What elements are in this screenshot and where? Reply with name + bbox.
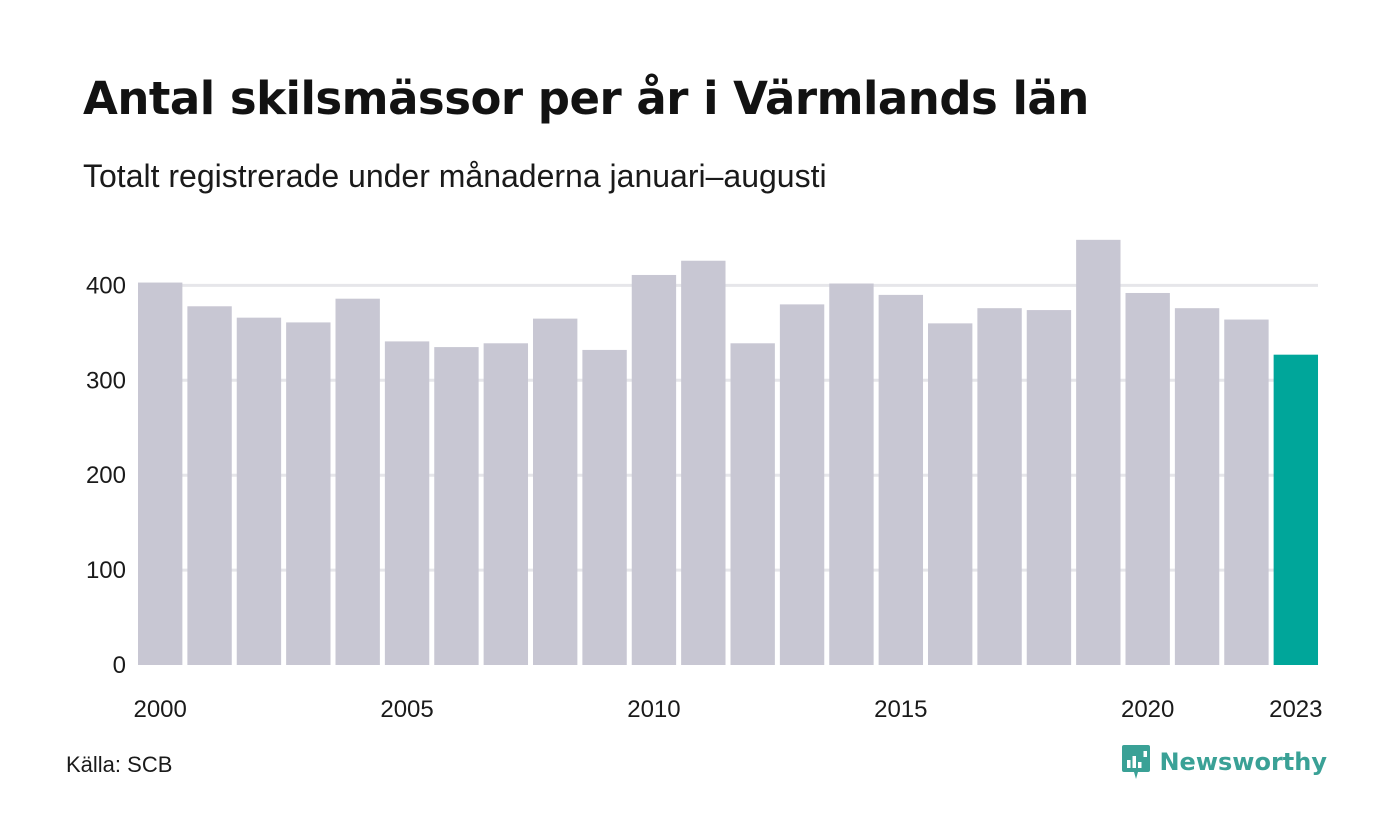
brand-logo[interactable]: Newsworthy [1121, 744, 1327, 780]
x-tick-label: 2023 [1269, 696, 1322, 723]
bar-2011 [681, 260, 726, 665]
bar-2017 [977, 308, 1022, 665]
bar-2010 [631, 274, 677, 665]
bar-2006 [434, 347, 479, 665]
bar-2018 [1026, 310, 1072, 665]
source-note: Källa: SCB [66, 752, 173, 777]
bar-2015 [878, 294, 924, 665]
y-tick-label: 100 [86, 557, 126, 584]
bar-2023 [1273, 354, 1319, 665]
x-axis-labels: 2000 2005 2010 2015 2020 2023 [133, 696, 1322, 723]
x-tick-label: 2020 [1121, 696, 1174, 723]
bar-2002 [236, 317, 282, 665]
bar-2001 [187, 306, 232, 665]
bar-2019 [1076, 239, 1121, 665]
bar-2021 [1174, 308, 1220, 665]
bar-2020 [1125, 292, 1170, 665]
brand-name: Newsworthy [1159, 748, 1327, 776]
bar-2007 [483, 343, 529, 665]
y-tick-label: 200 [86, 462, 126, 489]
bar-2008 [533, 318, 578, 665]
x-tick-label: 2015 [874, 696, 927, 723]
chart-subtitle: Totalt registrerade under månaderna janu… [83, 158, 827, 194]
bar-2013 [779, 304, 825, 665]
bars [138, 239, 1319, 665]
chart-title: Antal skilsmässor per år i Värmlands län [83, 72, 1089, 125]
y-tick-label: 300 [86, 367, 126, 394]
newsworthy-logo-icon [1122, 745, 1151, 779]
bar-2004 [335, 298, 380, 665]
y-axis-labels: 0 100 200 300 400 [86, 272, 126, 679]
bar-2022 [1224, 319, 1269, 665]
bar-2000 [138, 282, 183, 665]
bar-2014 [829, 283, 874, 665]
x-tick-label: 2000 [133, 696, 186, 723]
y-tick-label: 400 [86, 272, 126, 299]
bar-2003 [286, 322, 331, 665]
x-tick-label: 2010 [627, 696, 680, 723]
bar-2012 [730, 343, 775, 665]
bar-2016 [928, 323, 973, 665]
y-tick-label: 0 [113, 652, 126, 679]
grid-lines [138, 283, 1318, 572]
bar-2005 [384, 341, 430, 665]
bar-2009 [582, 349, 627, 665]
x-tick-label: 2005 [380, 696, 433, 723]
